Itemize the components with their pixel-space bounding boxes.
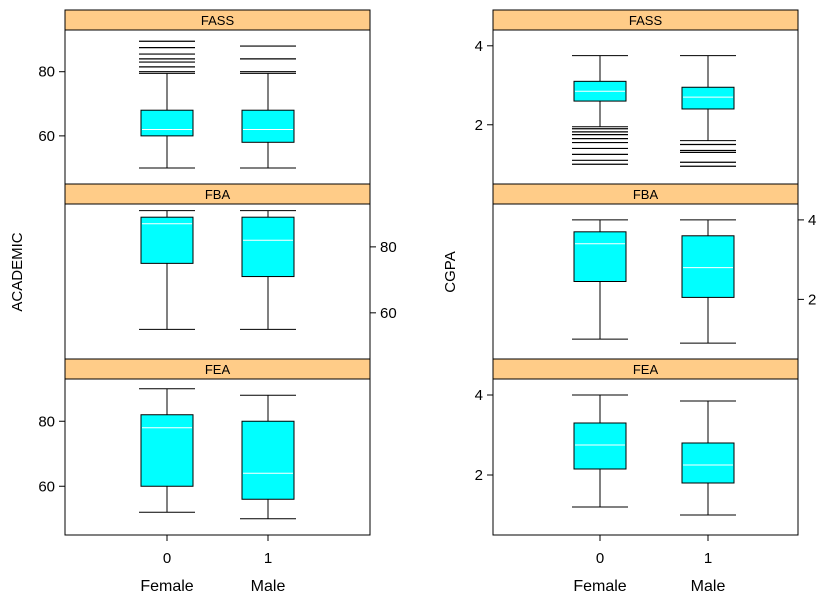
box-female — [572, 55, 628, 165]
box-male — [240, 394, 296, 520]
panel-fea: FEA 60 80 — [38, 358, 371, 536]
panel-strip-label: FEA — [205, 362, 231, 377]
chart-academic: ACADEMIC FASS 60 80 FBA 60 80 FEA 60 80 0 Female 1 Ma… — [9, 9, 397, 595]
box-female — [139, 210, 195, 330]
box-female — [572, 219, 628, 340]
panel-strip-label: FASS — [629, 13, 663, 28]
panel-frame — [492, 29, 799, 185]
box-iqr — [140, 109, 194, 137]
box-iqr — [681, 86, 735, 110]
panel-strip-label: FEA — [633, 362, 659, 377]
panel-frame — [64, 203, 371, 360]
y-tick-label: 4 — [475, 387, 483, 404]
box-female — [572, 394, 628, 508]
box-male — [680, 55, 736, 167]
y-tick-label: 60 — [38, 478, 55, 495]
panel-fba: FBA 2 4 — [492, 183, 816, 360]
y-tick-label: 60 — [380, 305, 397, 322]
box-iqr — [241, 420, 295, 500]
panel-fba: FBA 60 80 — [64, 183, 397, 360]
box-iqr — [241, 216, 295, 278]
panel-strip-label: FASS — [201, 13, 235, 28]
x-category-label: Male — [251, 578, 286, 595]
y-tick-label: 80 — [38, 64, 55, 81]
box-male — [680, 219, 736, 344]
y-tick-label: 60 — [38, 128, 55, 145]
box-iqr — [140, 216, 194, 264]
panel-frame — [492, 203, 799, 360]
x-tick-label: 1 — [704, 550, 712, 567]
panel-fass: FASS 2 4 — [475, 9, 799, 185]
y-tick-label: 80 — [380, 239, 397, 256]
y-axis-label: ACADEMIC — [9, 232, 26, 311]
box-iqr — [573, 422, 627, 470]
x-tick-label: 0 — [163, 550, 171, 567]
panel-frame — [64, 378, 371, 536]
y-tick-label: 2 — [808, 291, 816, 308]
panel-frame — [64, 29, 371, 185]
box-iqr — [241, 109, 295, 143]
box-female — [139, 388, 195, 513]
x-category-label: Female — [140, 578, 193, 595]
box-male — [240, 45, 296, 169]
y-tick-label: 4 — [808, 212, 816, 229]
y-tick-label: 2 — [475, 117, 483, 134]
x-category-label: Male — [691, 578, 726, 595]
box-iqr — [573, 231, 627, 282]
panel-fass: FASS 60 80 — [38, 9, 371, 185]
y-tick-label: 4 — [475, 38, 483, 55]
chart-cgpa: CGPA FASS 2 4 FBA 2 4 FEA 2 4 0 Female 1 Male — [442, 9, 816, 595]
box-male — [680, 400, 736, 516]
x-category-label: Female — [573, 578, 626, 595]
box-male — [240, 210, 296, 330]
panel-strip-label: FBA — [205, 187, 231, 202]
box-iqr — [681, 442, 735, 484]
panel-frame — [492, 378, 799, 536]
x-tick-label: 1 — [264, 550, 272, 567]
y-tick-label: 2 — [475, 467, 483, 484]
box-iqr — [681, 235, 735, 298]
x-tick-label: 0 — [596, 550, 604, 567]
box-iqr — [140, 414, 194, 487]
panel-fea: FEA 2 4 — [475, 358, 799, 536]
y-axis-label: CGPA — [442, 251, 459, 292]
y-tick-label: 80 — [38, 413, 55, 430]
box-female — [139, 40, 195, 169]
panel-strip-label: FBA — [633, 187, 659, 202]
